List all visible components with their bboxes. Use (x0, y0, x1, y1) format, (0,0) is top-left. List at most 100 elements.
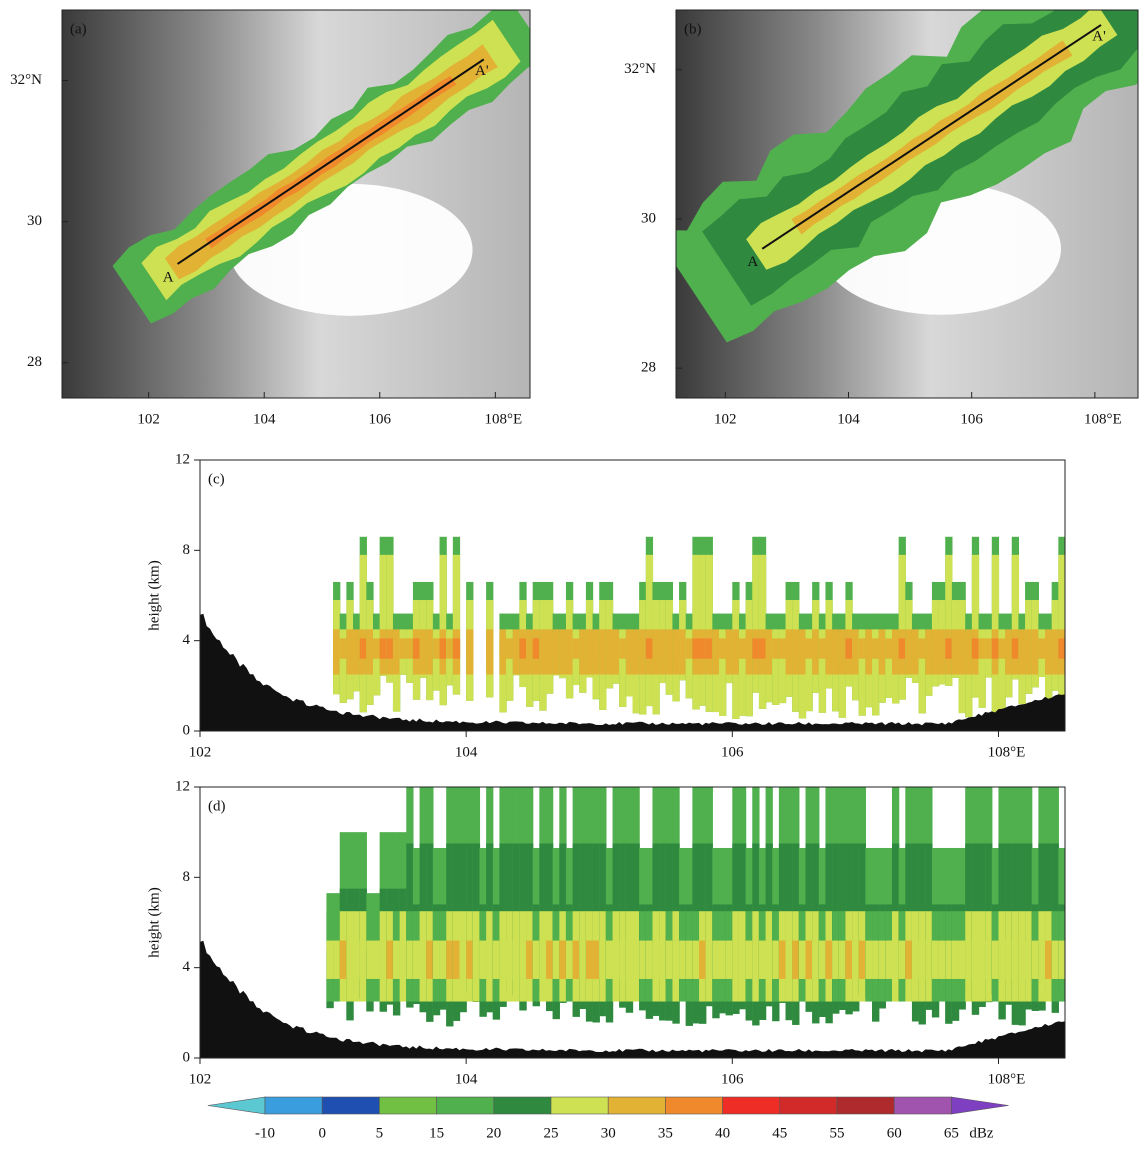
colorbar-label: 65 (944, 1125, 959, 1141)
terrain-profile (200, 940, 1065, 1058)
echo-column (745, 940, 753, 979)
echo-column (333, 638, 341, 659)
echo-column (945, 554, 953, 686)
echo-column (978, 638, 986, 659)
echo-column (1065, 848, 1072, 1017)
x-tick-label: 106 (369, 411, 392, 427)
echo-column (772, 940, 780, 979)
echo-column (865, 940, 873, 979)
colorbar-cell (665, 1096, 723, 1115)
echo-column (692, 638, 700, 659)
echo-column (971, 940, 980, 979)
echo-column (765, 638, 773, 659)
colorbar-label: 5 (376, 1125, 384, 1141)
y-tick-label: 30 (27, 213, 42, 229)
echo-column (506, 638, 514, 659)
x-tick-label: 102 (714, 411, 737, 427)
echo-column (672, 638, 680, 659)
echo-column (446, 638, 454, 659)
echo-column (546, 940, 554, 979)
echo-column (679, 940, 687, 979)
echo-column (625, 940, 634, 979)
colorbar-cell (379, 1096, 437, 1115)
echo-column (738, 638, 747, 659)
echo-column (865, 638, 873, 659)
echo-column (339, 940, 347, 979)
echo-column (359, 940, 367, 979)
x-tick-label: 108°E (988, 1071, 1026, 1087)
echo-column (838, 940, 847, 979)
echo-column (958, 940, 966, 979)
echo-column (659, 940, 667, 979)
echo-column (379, 940, 387, 979)
echo-column (845, 638, 853, 659)
echo-column (931, 940, 940, 979)
echo-column (918, 638, 926, 659)
echo-column (971, 554, 980, 698)
x-tick-label: 104 (837, 411, 860, 427)
echo-column (353, 940, 361, 979)
echo-column (466, 638, 474, 659)
echo-column (499, 638, 507, 659)
echo-column (1031, 638, 1039, 659)
colorbar-cell (436, 1096, 495, 1115)
echo-column (858, 638, 866, 659)
echo-column (1045, 638, 1053, 659)
colorbar-cell (207, 1096, 266, 1115)
echo-column (526, 940, 534, 979)
echo-column (486, 940, 494, 979)
echo-column (925, 940, 933, 979)
frame (199, 786, 1066, 1059)
colorbar-cell (779, 1096, 838, 1115)
echo-column (479, 940, 487, 979)
echo-column (752, 638, 760, 659)
frame (61, 9, 531, 399)
echo-column (911, 638, 920, 659)
echo-column (492, 940, 501, 979)
echo-column (685, 638, 693, 659)
echo-column (772, 638, 780, 659)
echo-column (572, 638, 580, 659)
echo-column (439, 638, 447, 659)
echo-column (386, 554, 394, 683)
y-tick-label: 0 (183, 722, 191, 738)
echo-column (905, 940, 913, 979)
echo-column (532, 940, 540, 979)
echo-column (951, 638, 960, 659)
echo-column (1065, 904, 1072, 1017)
echo-column (1045, 940, 1053, 979)
echo-column (652, 638, 660, 659)
echo-column (712, 940, 720, 979)
echo-column (1005, 638, 1013, 659)
echo-column (506, 940, 514, 979)
x-tick-label: 102 (189, 744, 212, 760)
section-line (761, 24, 1102, 250)
section-end-label: A' (1092, 28, 1106, 44)
colorbar-cell (951, 1096, 1009, 1115)
y-axis-label: height (km) (146, 560, 162, 630)
echo-column (419, 638, 427, 659)
echo-column (858, 940, 866, 979)
echo-column (366, 638, 374, 659)
echo-column (426, 638, 434, 659)
x-tick-label: 108°E (484, 411, 522, 427)
echo-column (1031, 940, 1039, 979)
echo-column (965, 940, 973, 979)
echo-column (852, 940, 860, 979)
colorbar-cell (493, 1096, 552, 1115)
echo-column (486, 638, 494, 659)
echo-column (838, 638, 847, 659)
colorbar-cell (836, 1096, 895, 1115)
y-tick-label: 4 (183, 632, 191, 648)
echo-column (832, 940, 840, 979)
echo-column (898, 554, 906, 700)
x-tick-label: 104 (253, 411, 276, 427)
plot-area (200, 787, 1072, 1058)
echo-column (725, 638, 733, 659)
echo-column (353, 638, 361, 659)
echo-column (652, 940, 660, 979)
echo-column (612, 638, 620, 659)
colorbar-label: 45 (772, 1125, 787, 1141)
y-tick-label: 4 (183, 959, 191, 975)
echo-column (878, 638, 886, 659)
